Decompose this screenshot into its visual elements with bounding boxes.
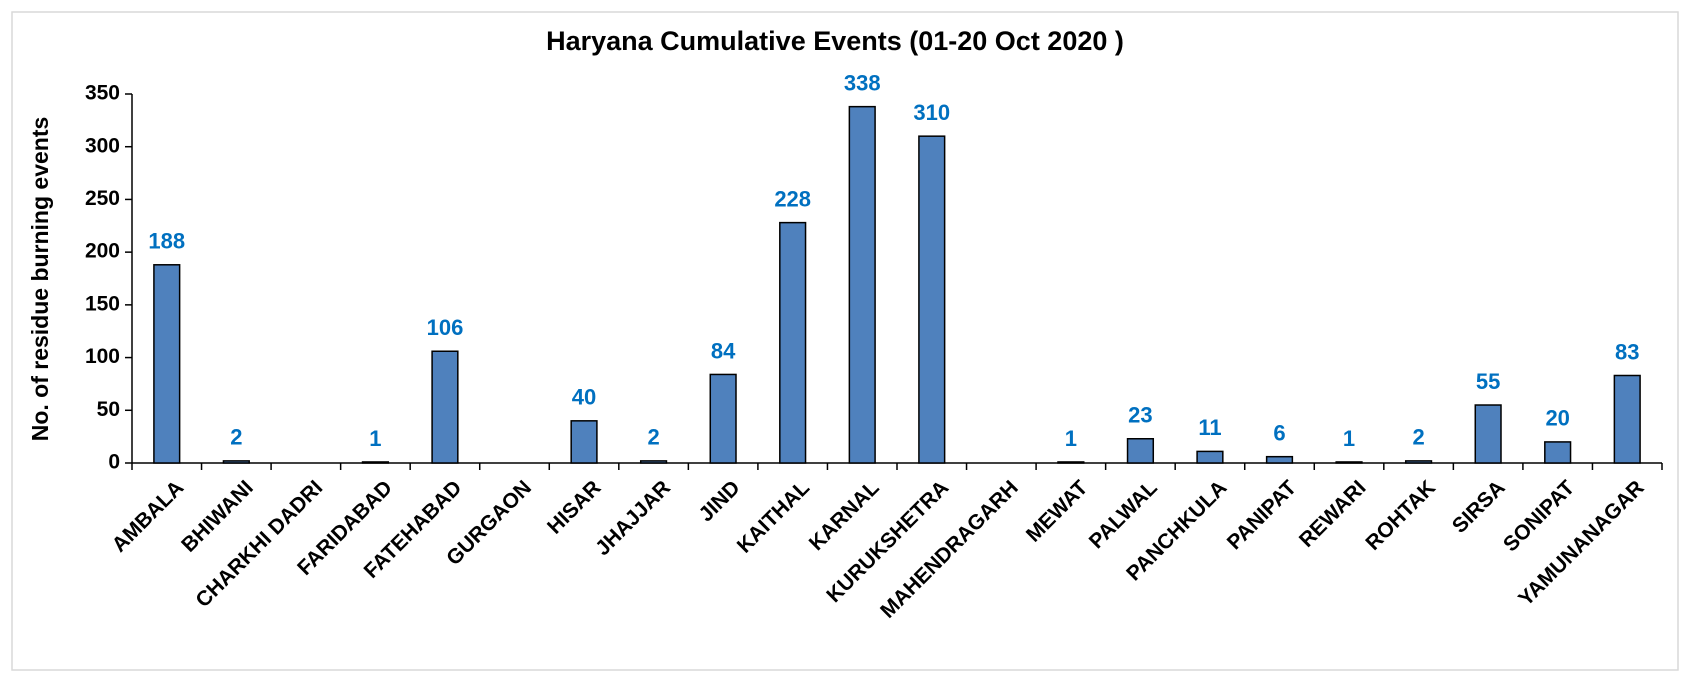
bar [918,135,946,464]
y-tick-label: 250 [85,187,120,210]
bar [848,105,876,464]
data-label: 2 [647,425,659,450]
chart-title: Haryana Cumulative Events (01-20 Oct 202… [546,26,1124,56]
y-tick-label: 300 [85,134,120,157]
bar [153,264,181,464]
chart-frame [11,11,1679,671]
bar [431,350,459,464]
bar [361,461,390,464]
bar [1126,438,1155,464]
data-label: 20 [1545,406,1569,431]
data-label: 55 [1476,369,1500,394]
data-label: 106 [427,315,464,340]
data-label: 1 [1343,426,1355,451]
data-label: 2 [1412,425,1424,450]
data-label: 6 [1273,420,1285,445]
bar [1544,441,1572,464]
data-label: 188 [148,229,185,254]
data-label: 11 [1198,415,1221,440]
data-label: 310 [913,100,950,125]
bar [1335,461,1363,464]
data-label: 83 [1615,339,1639,364]
bar [779,221,807,464]
bar [222,460,250,464]
data-label: 1 [369,426,381,451]
y-tick-label: 50 [97,398,120,421]
data-label: 2 [230,425,242,450]
y-tick-label: 350 [85,82,120,105]
bar [1265,455,1294,464]
bar [1404,460,1433,464]
bar [1057,461,1085,464]
data-label: 1 [1065,426,1077,451]
y-tick-label: 150 [85,292,120,315]
bar [1196,450,1224,464]
data-label: 338 [844,70,881,95]
data-label: 23 [1128,403,1152,428]
bar [639,460,668,464]
bar [570,420,598,464]
data-label: 40 [572,385,596,410]
bar [1474,404,1502,464]
bar [709,373,737,464]
data-label: 228 [774,186,811,211]
y-tick-label: 0 [108,451,120,474]
data-label: 84 [711,338,736,363]
y-tick-label: 200 [85,240,120,263]
y-tick-label: 100 [85,345,120,368]
y-axis-label: No. of residue burning events [27,117,53,442]
bar [1613,374,1641,464]
